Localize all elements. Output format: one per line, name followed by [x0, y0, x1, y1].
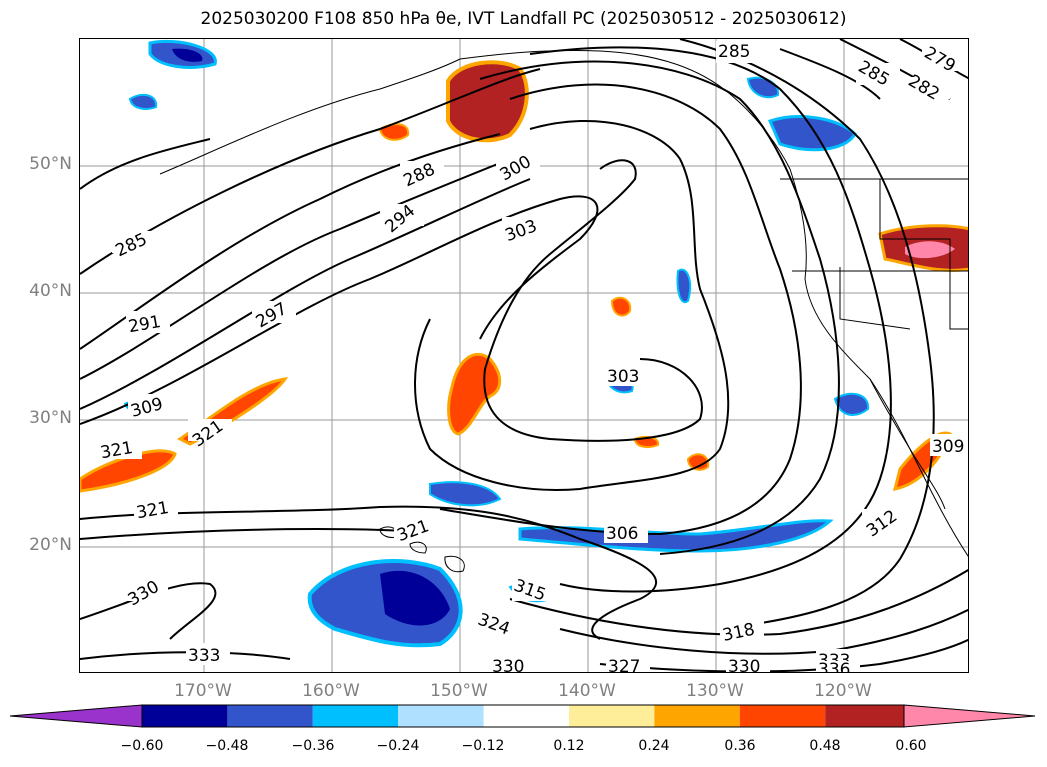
shade-blob-lower-ca	[833, 392, 870, 416]
contour-label: 336	[818, 660, 850, 673]
coastline-state-border-2	[839, 267, 911, 330]
contour-label: 303	[607, 367, 639, 387]
shade-blob-cent-cyan	[676, 268, 692, 304]
shade-blob-gulf-alaska	[446, 60, 529, 143]
shade-blob-east-cyan	[429, 481, 502, 507]
colorbar-segment	[654, 705, 740, 727]
contour-label: 309	[932, 437, 964, 457]
contour-line	[509, 569, 968, 636]
coastline-alaska-south	[459, 50, 791, 170]
colorbar-tick: 0.60	[895, 738, 927, 754]
lat-label-30: 30°N	[29, 408, 72, 428]
map-title: 2025030200 F108 850 hPa θe, IVT Landfall…	[200, 9, 847, 29]
colorbar-tick: −0.36	[291, 738, 335, 754]
shade-blob-ca-pink	[905, 241, 955, 259]
lat-label-40: 40°N	[29, 281, 72, 301]
colorbar-segment	[739, 705, 826, 727]
colorbar-tick: −0.48	[205, 738, 249, 754]
shade-blob-central-pacific	[447, 352, 502, 436]
lon-label-150: 150°W	[430, 681, 488, 701]
contour-line	[80, 133, 501, 350]
contour-line	[80, 651, 291, 660]
map-panel: 285 288 291 294 297 300 303 303 306 309 …	[79, 38, 969, 673]
lon-label-140: 140°W	[558, 681, 616, 701]
coastline-hawaii-2	[409, 541, 427, 554]
coastline-na-west	[789, 168, 968, 557]
colorbar-tick: −0.12	[461, 738, 505, 754]
colorbar-segment	[142, 705, 228, 727]
contour-label: 330	[728, 657, 760, 673]
contour-line	[529, 46, 892, 593]
colorbar-tick: 0.12	[553, 738, 585, 754]
colorbar-extend-high	[903, 704, 1036, 728]
colorbar-segment	[483, 705, 569, 727]
coastline-alaska-peninsula	[159, 58, 461, 175]
shade-blob-mid-1	[610, 296, 632, 317]
contour-line	[483, 159, 703, 442]
coastline-baja	[869, 378, 946, 510]
contour-line	[479, 60, 840, 555]
colorbar-segment	[227, 705, 313, 727]
shade-blob-west-subtropic	[80, 449, 177, 493]
contour-line	[80, 68, 541, 275]
contour-label: 306	[606, 524, 638, 544]
contour-line	[80, 528, 411, 540]
colorbar	[9, 704, 1036, 728]
colorbar-segment	[312, 705, 399, 727]
shade-blob-bering-core	[172, 48, 203, 62]
colorbar-extend-low	[9, 704, 143, 728]
coastline-state-border-3	[879, 179, 968, 330]
coastline-hawaii-3	[444, 555, 465, 573]
colorbar-tick: −0.60	[120, 738, 164, 754]
shade-blob-subtropic-band	[518, 519, 834, 553]
lon-label-120: 120°W	[814, 681, 872, 701]
shade-blob-hawaii-core	[380, 570, 450, 626]
colorbar-segment	[825, 705, 904, 727]
lat-label-50: 50°N	[29, 154, 72, 174]
contour-line	[779, 48, 881, 100]
colorbar-tick: 0.36	[724, 738, 756, 754]
colorbar-segment	[569, 705, 655, 727]
contour-label: 327	[608, 657, 640, 673]
contour-line	[414, 119, 730, 491]
shade-blob-mid-2	[686, 453, 710, 471]
contour-line	[80, 178, 531, 410]
lon-label-160: 160°W	[302, 681, 360, 701]
lon-label-130: 130°W	[686, 681, 744, 701]
contour-label: 321	[135, 498, 170, 523]
colorbar-segment	[398, 705, 484, 727]
colorbar-outline	[141, 704, 905, 728]
contour-label: 330	[492, 657, 524, 673]
contour-line	[80, 582, 217, 640]
colorbar-tick: 0.48	[809, 738, 841, 754]
contour-line	[599, 638, 968, 672]
contour-line	[679, 39, 935, 630]
contour-line	[559, 608, 968, 655]
map-svg: 285 288 291 294 297 300 303 303 306 309 …	[80, 39, 968, 673]
contour-label: 285	[718, 42, 750, 62]
coastlines	[159, 50, 968, 573]
colorbar-tick: −0.24	[376, 738, 420, 754]
contour-label: 279	[921, 43, 959, 77]
contour-line	[80, 138, 211, 190]
contour-label: 333	[188, 646, 220, 666]
lon-label-170: 170°W	[174, 681, 232, 701]
shade-blob-ak-panhandle	[746, 76, 780, 99]
contour-line	[80, 505, 657, 640]
lat-label-20: 20°N	[29, 535, 72, 555]
shaded-positive-regions	[80, 60, 968, 493]
contour-line	[80, 158, 511, 380]
shade-blob-nw-cyan	[128, 93, 158, 110]
colorbar-tick: 0.24	[638, 738, 670, 754]
